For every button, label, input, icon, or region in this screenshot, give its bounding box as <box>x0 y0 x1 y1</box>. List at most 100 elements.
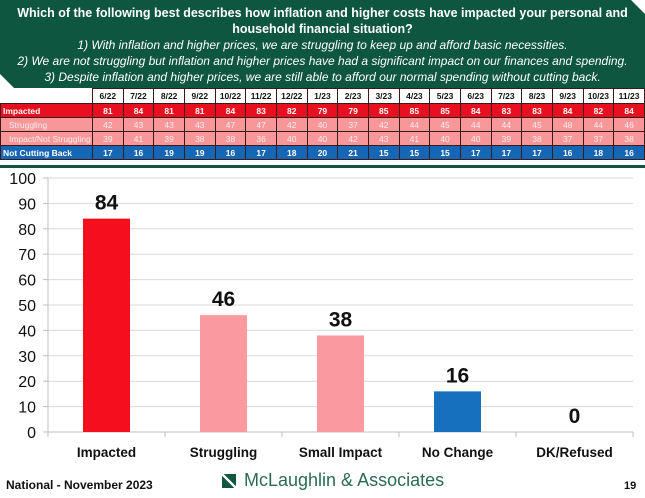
month-header: 6/22 <box>92 88 124 104</box>
option-2: 2) We are not struggling but inflation a… <box>17 54 628 68</box>
table-cell: 85 <box>429 103 461 118</box>
table-row: Not Cutting Back 17 16 19 19 16 17 18 20 21 15 15 15… <box>0 145 645 160</box>
table-cell: 84 <box>613 103 645 118</box>
bar-struggling <box>200 315 247 432</box>
table-cell: 40 <box>275 131 308 146</box>
table-cell: 43 <box>367 131 400 146</box>
table-cell: 79 <box>337 103 369 118</box>
y-tick-label: 20 <box>18 374 36 391</box>
table-cell: 43 <box>122 117 155 132</box>
table-cell: 85 <box>367 103 400 118</box>
table-cell: 15 <box>367 145 400 160</box>
table-cell: 81 <box>153 103 185 118</box>
table-cell: 82 <box>582 103 615 118</box>
month-header: 10/23 <box>582 88 615 104</box>
y-tick-label: 100 <box>9 171 36 188</box>
brand-name: McLaughlin & Associates <box>244 470 445 490</box>
table-cell: 16 <box>551 145 584 160</box>
month-header: 8/22 <box>153 88 185 104</box>
row-label: Struggling <box>0 117 93 132</box>
table-cell: 36 <box>245 131 277 146</box>
y-tick-label: 80 <box>18 222 36 239</box>
month-header: 11/22 <box>245 88 277 104</box>
y-tick-label: 30 <box>18 349 36 366</box>
y-tick-label: 10 <box>18 400 36 417</box>
data-label: 16 <box>446 364 469 387</box>
brand-logo: McLaughlin & Associates <box>222 470 444 491</box>
month-header: 11/23 <box>613 88 645 104</box>
data-label: 84 <box>95 192 119 215</box>
row-label: Not Cutting Back <box>0 145 93 160</box>
option-3: 3) Despite inflation and higher prices, … <box>44 70 601 84</box>
table-cell: 83 <box>521 103 553 118</box>
corner-decoration <box>0 74 14 88</box>
month-header: 9/22 <box>183 88 216 104</box>
table-cell: 83 <box>245 103 277 118</box>
table-cell: 43 <box>153 117 185 132</box>
table-cell: 84 <box>551 103 584 118</box>
table-header-row: 6/22 7/22 8/22 9/22 10/22 11/22 12/22 1/23 2/23 3… <box>0 88 645 104</box>
table-cell: 39 <box>490 131 523 146</box>
table-cell: 19 <box>183 145 216 160</box>
month-header: 10/22 <box>214 88 247 104</box>
month-header: 2/23 <box>337 88 369 104</box>
question-header: Which of the following best describes ho… <box>0 0 645 88</box>
table-cell: 42 <box>275 117 308 132</box>
month-header: 1/23 <box>306 88 339 104</box>
table-cell: 85 <box>398 103 431 118</box>
table-cell: 39 <box>92 131 124 146</box>
bar-impacted <box>83 218 130 432</box>
month-header: 7/23 <box>490 88 523 104</box>
row-label: Impact/Not Struggling <box>0 131 93 146</box>
month-header: 9/23 <box>551 88 584 104</box>
table-cell: 37 <box>551 131 584 146</box>
table-cell: 45 <box>429 117 461 132</box>
table-cell: 81 <box>92 103 124 118</box>
category-label: Small Impact <box>299 445 383 460</box>
table-row: Impact/Not Struggling 39 41 39 38 38 36 40 40 42 4… <box>0 131 645 146</box>
table-cell: 47 <box>214 117 247 132</box>
table-cell: 16 <box>122 145 155 160</box>
table-cell: 41 <box>122 131 155 146</box>
table-cell: 38 <box>613 131 645 146</box>
table-cell: 44 <box>490 117 523 132</box>
table-cell: 42 <box>92 117 124 132</box>
table-cell: 38 <box>521 131 553 146</box>
table-cell: 15 <box>398 145 431 160</box>
option-1: 1) With inflation and higher prices, we … <box>77 38 568 52</box>
trend-table: 6/22 7/22 8/22 9/22 10/22 11/22 12/22 1/23 2/23 3… <box>0 88 645 160</box>
bar-no-change <box>434 391 481 432</box>
logo-mark-icon <box>222 473 236 488</box>
table-cell: 16 <box>613 145 645 160</box>
table-cell: 44 <box>582 117 615 132</box>
table-cell: 81 <box>183 103 216 118</box>
divider <box>0 165 645 168</box>
month-header: 3/23 <box>367 88 400 104</box>
category-label: Impacted <box>77 445 136 460</box>
month-header: 4/23 <box>398 88 431 104</box>
table-cell: 46 <box>613 117 645 132</box>
table-cell: 16 <box>214 145 247 160</box>
category-label: No Change <box>422 445 494 460</box>
table-cell: 40 <box>429 131 461 146</box>
y-tick-label: 60 <box>18 273 36 290</box>
table-cell: 47 <box>245 117 277 132</box>
table-cell: 82 <box>275 103 308 118</box>
category-label: Struggling <box>190 445 258 460</box>
table-cell: 42 <box>367 117 400 132</box>
table-cell: 41 <box>398 131 431 146</box>
category-label: DK/Refused <box>536 445 613 460</box>
survey-source: National - November 2023 <box>6 478 153 492</box>
table-cell: 40 <box>306 131 339 146</box>
month-header: 6/23 <box>459 88 492 104</box>
table-cell: 17 <box>490 145 523 160</box>
table-cell: 43 <box>183 117 216 132</box>
y-tick-label: 40 <box>18 323 36 340</box>
bar-chart: 0 10 20 30 40 50 60 70 80 90 100 84 Impacted 46 Strugg… <box>9 171 634 460</box>
table-cell: 15 <box>429 145 461 160</box>
table-cell: 38 <box>183 131 216 146</box>
table-row: Struggling 42 43 43 43 47 47 42 40 37 42 44 45 44 44 45… <box>0 117 645 132</box>
data-label: 46 <box>212 288 235 311</box>
table-cell: 38 <box>214 131 247 146</box>
corner-decoration <box>631 0 645 14</box>
